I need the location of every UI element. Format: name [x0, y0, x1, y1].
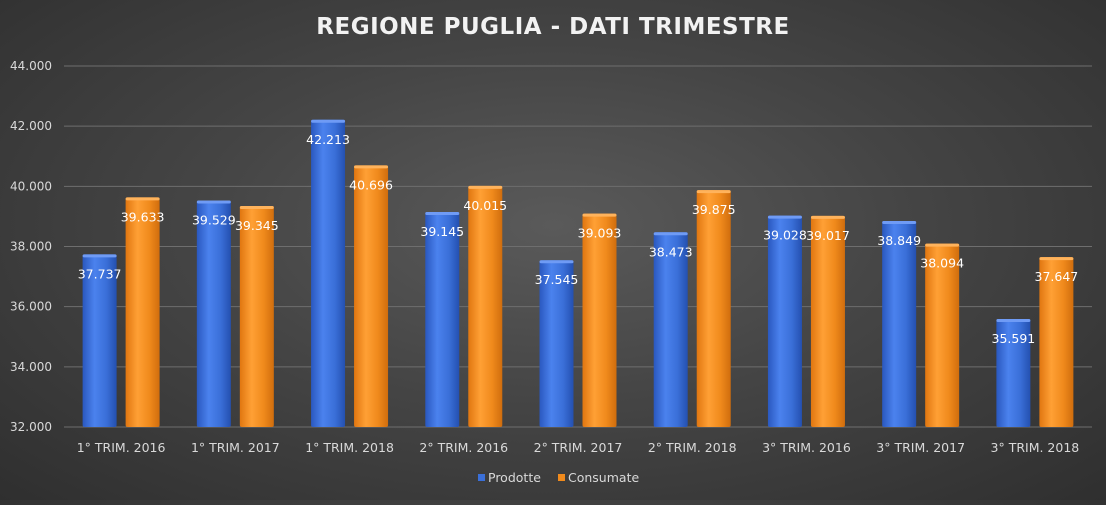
y-tick-label: 36.000 — [10, 300, 52, 314]
x-tick-label: 2° TRIM. 2016 — [419, 440, 508, 455]
bar-consumate — [582, 213, 617, 427]
data-label: 39.633 — [121, 209, 165, 224]
bar-top-highlight — [767, 215, 802, 219]
bars — [82, 119, 1074, 428]
bar-top-highlight — [1039, 257, 1074, 261]
bar-prodotte — [767, 215, 802, 427]
y-axis-ticks: 32.000 34.000 36.000 38.000 40.000 42.000 44.0… — [10, 59, 52, 434]
bar-consumate — [696, 190, 731, 427]
bar-top-highlight — [810, 215, 845, 219]
bar-consumate — [125, 197, 160, 427]
data-label: 37.737 — [78, 266, 122, 281]
data-label: 40.696 — [349, 177, 393, 192]
legend: Prodotte Consumate — [478, 470, 639, 485]
legend-swatch-prodotte — [478, 474, 485, 481]
bar-consumate — [354, 165, 389, 428]
bar-top-highlight — [125, 197, 160, 201]
bar-top-highlight — [196, 200, 231, 204]
data-label: 38.473 — [649, 244, 693, 259]
bar-prodotte — [996, 318, 1031, 427]
bar-prodotte — [196, 200, 231, 427]
y-tick-label: 32.000 — [10, 420, 52, 434]
bar-top-highlight — [696, 190, 731, 194]
y-tick-label: 34.000 — [10, 360, 52, 374]
x-tick-label: 1° TRIM. 2016 — [77, 440, 166, 455]
bar-top-highlight — [539, 260, 574, 264]
data-label: 39.145 — [420, 224, 464, 239]
bar-consumate — [925, 243, 960, 427]
legend-label: Prodotte — [488, 470, 541, 485]
data-label: 39.028 — [763, 228, 807, 243]
bar-prodotte — [653, 232, 688, 427]
legend-swatch-consumate — [558, 474, 565, 481]
data-label: 39.529 — [192, 213, 236, 228]
x-tick-label: 2° TRIM. 2017 — [534, 440, 623, 455]
data-label: 39.017 — [806, 228, 850, 243]
bar-top-highlight — [996, 318, 1031, 322]
data-label: 37.545 — [535, 272, 579, 287]
data-label: 38.094 — [920, 256, 964, 271]
x-tick-label: 2° TRIM. 2018 — [648, 440, 737, 455]
data-label: 39.345 — [235, 218, 279, 233]
bar-top-highlight — [311, 119, 346, 123]
y-tick-label: 38.000 — [10, 240, 52, 254]
bar-top-highlight — [925, 243, 960, 247]
bar-prodotte — [539, 260, 574, 427]
data-label: 37.647 — [1035, 269, 1079, 284]
y-tick-label: 42.000 — [10, 119, 52, 133]
y-tick-label: 44.000 — [10, 59, 52, 73]
bar-top-highlight — [82, 254, 117, 258]
bar-top-highlight — [425, 212, 460, 216]
grid-lines — [64, 65, 1092, 428]
x-tick-label: 1° TRIM. 2018 — [305, 440, 394, 455]
data-label: 39.093 — [578, 226, 622, 241]
bar-prodotte — [882, 220, 917, 427]
bar-top-highlight — [882, 220, 917, 224]
bar-prodotte — [82, 254, 117, 427]
bar-prodotte — [425, 212, 460, 427]
bar-top-highlight — [239, 206, 274, 210]
bar-consumate — [468, 185, 503, 427]
bar-top-highlight — [582, 213, 617, 217]
x-tick-label: 1° TRIM. 2017 — [191, 440, 280, 455]
x-tick-label: 3° TRIM. 2017 — [876, 440, 965, 455]
bar-prodotte — [311, 119, 346, 428]
bar-consumate — [239, 206, 274, 427]
bar-consumate — [810, 215, 845, 427]
x-tick-label: 3° TRIM. 2016 — [762, 440, 851, 455]
data-label: 39.875 — [692, 202, 736, 217]
data-labels: 37.737 39.633 39.529 39.345 42.213 40.696 39.1… — [78, 132, 1079, 346]
y-tick-label: 40.000 — [10, 179, 52, 193]
data-label: 38.849 — [877, 233, 921, 248]
bar-consumate — [1039, 257, 1074, 427]
bar-top-highlight — [354, 165, 389, 169]
data-label: 42.213 — [306, 132, 350, 147]
data-label: 40.015 — [463, 198, 507, 213]
data-label: 35.591 — [992, 331, 1036, 346]
x-tick-label: 3° TRIM. 2018 — [991, 440, 1080, 455]
bar-top-highlight — [653, 232, 688, 236]
chart-title: REGIONE PUGLIA - DATI TRIMESTRE — [316, 14, 790, 40]
bar-top-highlight — [468, 185, 503, 189]
legend-label: Consumate — [568, 470, 639, 485]
x-axis-ticks: 1° TRIM. 2016 1° TRIM. 2017 1° TRIM. 2018 2… — [77, 440, 1080, 455]
